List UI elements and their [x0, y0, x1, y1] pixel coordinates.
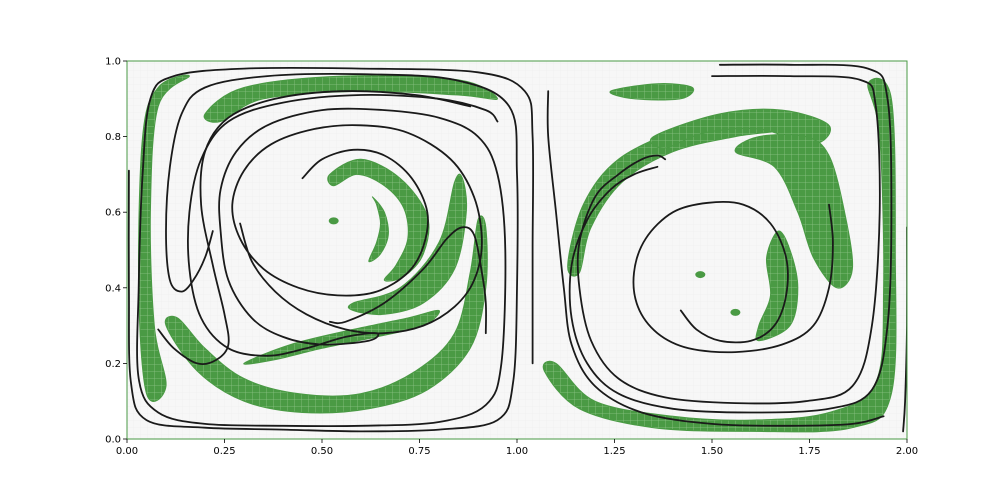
tracer-region-7 [203, 75, 499, 123]
x-axis: 0.00 0.25 0.50 0.75 1.00 1.25 1.50 1.75 2.00 [116, 439, 918, 457]
x-tick-label: 1.75 [798, 446, 820, 457]
streamline-curve-10 [902, 226, 907, 433]
y-tick-label: 1.0 [105, 57, 121, 68]
tracer-region-6 [138, 74, 190, 402]
tracer-dot-1 [328, 217, 339, 225]
x-tick-label: 0.50 [311, 446, 333, 457]
x-tick-label: 1.00 [506, 446, 528, 457]
tracer-region-1 [327, 158, 430, 282]
plot-area [126, 60, 908, 440]
y-tick-label: 0.4 [105, 283, 121, 294]
y-tick-label: 0.8 [105, 132, 121, 143]
streamline-curve-5 [328, 226, 487, 335]
tracer-region-5 [164, 215, 488, 414]
x-tick-label: 0.25 [213, 446, 235, 457]
streamline-curve-6 [632, 201, 834, 354]
streamline-curve-3 [127, 73, 519, 433]
tracer-dot-2 [695, 271, 706, 279]
y-axis: 0.0 0.2 0.4 0.6 0.8 1.0 [105, 57, 127, 446]
y-tick-label: 0.0 [105, 435, 121, 446]
streamline-curve-1 [231, 124, 483, 335]
tracer-dot-3 [730, 308, 741, 316]
tracer-region-13 [542, 77, 897, 433]
tracer-region-12 [609, 83, 695, 101]
x-tick-label: 0.75 [408, 446, 430, 457]
tracer-region-11 [755, 230, 799, 342]
y-tick-label: 0.6 [105, 208, 121, 219]
x-tick-label: 1.25 [603, 446, 625, 457]
x-tick-label: 0.00 [116, 446, 138, 457]
streamline-curve-4 [157, 90, 472, 365]
curve-layer [127, 63, 907, 433]
streamline-curve-7 [576, 74, 881, 405]
streamline-curve-9 [546, 90, 885, 427]
tracer-region-10 [734, 133, 854, 289]
tracer-layer [138, 74, 897, 433]
x-tick-label: 2.00 [896, 446, 918, 457]
y-tick-label: 0.2 [105, 359, 121, 370]
streamline-curve-2 [136, 66, 535, 428]
tracer-region-3 [347, 173, 468, 316]
x-tick-label: 1.50 [701, 446, 723, 457]
tracer-region-2 [368, 196, 389, 263]
streamline-curve-8 [568, 63, 893, 414]
